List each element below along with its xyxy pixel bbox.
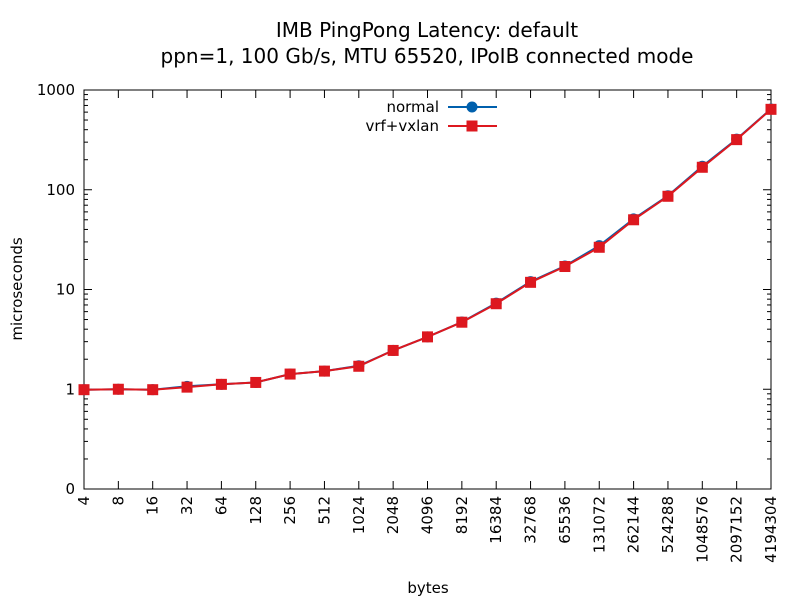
y-tick-label: 10 <box>56 281 75 299</box>
x-tick-label: 65536 <box>556 496 574 544</box>
x-tick-label: 4096 <box>419 496 437 534</box>
axis-ticks <box>83 89 772 490</box>
x-tick-label: 262144 <box>625 496 643 553</box>
x-tick-label: 524288 <box>659 496 677 553</box>
data-point <box>559 261 571 273</box>
x-tick-label: 1024 <box>350 496 368 534</box>
x-tick-label: 256 <box>281 496 299 525</box>
series-normal <box>78 103 777 396</box>
data-point <box>731 134 743 146</box>
data-point <box>662 190 674 202</box>
data-point <box>318 365 330 377</box>
x-tick-label: 16384 <box>487 496 505 544</box>
x-tick-label: 16 <box>144 496 162 515</box>
y-tick-labels: 0 1 10 100 1000 <box>37 81 75 498</box>
chart-subtitle: ppn=1, 100 Gb/s, MTU 65520, IPoIB connec… <box>160 44 694 68</box>
legend-label: vrf+vxlan <box>365 117 439 135</box>
x-tick-label: 4194304 <box>762 496 780 563</box>
data-point <box>765 103 777 115</box>
data-point <box>181 381 193 393</box>
plot-frame <box>83 89 772 490</box>
series-layer <box>78 103 777 396</box>
y-tick-label: 0 <box>65 480 75 498</box>
data-point <box>490 298 502 310</box>
series-vrf-vxlan <box>78 103 777 396</box>
x-tick-label: 128 <box>247 496 265 525</box>
x-tick-label: 1048576 <box>693 496 711 563</box>
data-point <box>78 384 90 396</box>
x-tick-label: 4 <box>75 496 93 506</box>
x-tick-label: 8 <box>109 496 127 506</box>
y-axis-label: microseconds <box>8 237 26 341</box>
legend-marker <box>466 101 478 113</box>
x-tick-labels: 4 8 16 32 64 128 256 512 1024 2048 4096 8192 16384 32… <box>75 496 780 563</box>
x-tick-label: 64 <box>212 496 230 515</box>
data-point <box>353 360 365 372</box>
x-axis-label: bytes <box>407 579 449 597</box>
data-point <box>284 368 296 380</box>
x-tick-label: 32768 <box>522 496 540 544</box>
x-tick-label: 2097152 <box>728 496 746 563</box>
x-tick-label: 2048 <box>384 496 402 534</box>
x-tick-label: 512 <box>315 496 333 525</box>
chart-title: IMB PingPong Latency: default <box>275 18 579 42</box>
x-tick-label: 131072 <box>590 496 608 553</box>
data-point <box>628 214 640 226</box>
data-point <box>112 383 124 395</box>
data-point <box>422 331 433 343</box>
data-point <box>593 241 605 253</box>
data-point <box>696 161 708 173</box>
x-tick-label: 32 <box>178 496 196 515</box>
data-point <box>387 344 399 356</box>
y-tick-label: 1000 <box>37 81 75 99</box>
data-point <box>456 316 468 328</box>
data-point <box>250 376 262 388</box>
legend-marker <box>466 120 478 132</box>
y-tick-label: 1 <box>65 380 75 398</box>
x-tick-label: 8192 <box>453 496 471 534</box>
series-line <box>83 108 772 391</box>
data-point <box>215 378 227 390</box>
series-line <box>83 108 772 391</box>
y-tick-label: 100 <box>46 181 75 199</box>
data-point <box>525 276 537 288</box>
legend-label: normal <box>386 98 439 116</box>
data-point <box>147 384 159 396</box>
